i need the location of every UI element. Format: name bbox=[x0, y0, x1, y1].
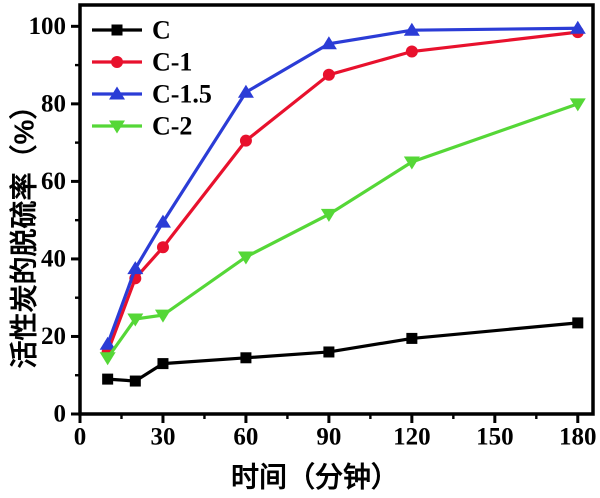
legend-marker-square-icon bbox=[111, 24, 123, 36]
series-C-1.5 bbox=[99, 20, 586, 350]
legend-entry-C-2: C-2 bbox=[92, 112, 192, 141]
y-tick-label: 60 bbox=[41, 168, 66, 195]
plot-border bbox=[78, 3, 595, 416]
data-point-C-2 bbox=[569, 98, 586, 112]
data-point-C bbox=[157, 358, 169, 370]
data-point-C-1.5 bbox=[569, 20, 586, 34]
data-point-C-1.5 bbox=[154, 214, 171, 228]
data-point-C-1.5 bbox=[99, 336, 116, 350]
data-point-C-1.5 bbox=[403, 22, 420, 36]
y-tick-label: 100 bbox=[29, 13, 67, 40]
data-point-C-1 bbox=[322, 68, 335, 81]
data-point-C-2 bbox=[127, 313, 144, 327]
data-point-C-2 bbox=[154, 309, 171, 323]
data-point-C-1 bbox=[156, 241, 169, 254]
legend-entry-C-1: C-1 bbox=[92, 48, 192, 77]
x-axis-label: 时间（分钟） bbox=[231, 461, 399, 493]
x-tick-label: 90 bbox=[316, 424, 341, 451]
data-point-C-1.5 bbox=[320, 36, 337, 50]
series-group bbox=[99, 20, 586, 387]
x-tick-label: 60 bbox=[233, 424, 258, 451]
x-tick-label: 120 bbox=[393, 424, 431, 451]
y-tick-label: 40 bbox=[41, 245, 66, 272]
data-point-C-2 bbox=[320, 208, 337, 222]
data-point-C-1.5 bbox=[237, 84, 254, 98]
x-tick-label: 180 bbox=[559, 424, 597, 451]
legend-marker-triangle-down-icon bbox=[109, 120, 125, 134]
data-point-C-2 bbox=[99, 352, 116, 366]
y-tick-label: 0 bbox=[54, 401, 67, 428]
data-point-C-2 bbox=[237, 251, 254, 265]
legend-marker-triangle-up-icon bbox=[109, 86, 125, 100]
legend-label-C: C bbox=[152, 16, 171, 45]
data-point-C-1.5 bbox=[127, 261, 144, 275]
x-tick-label: 150 bbox=[476, 424, 514, 451]
x-tick-label: 30 bbox=[150, 424, 175, 451]
plot-frame bbox=[78, 3, 595, 416]
x-tick-label: 0 bbox=[74, 424, 87, 451]
legend-entry-C: C bbox=[92, 16, 171, 45]
data-point-C bbox=[129, 375, 141, 387]
legend-label-C-1: C-1 bbox=[152, 48, 192, 77]
data-point-C bbox=[102, 373, 114, 385]
legend-marker-circle-icon bbox=[111, 56, 123, 68]
series-C bbox=[102, 317, 584, 387]
data-point-C bbox=[572, 317, 584, 329]
legend: C C-1 C-1.5 C-2 bbox=[92, 16, 212, 141]
series-line-C bbox=[107, 321, 578, 383]
axis-ticks: 0 30 60 90 120 150 180 0 20 40 60 80 100 bbox=[29, 13, 597, 451]
data-point-C bbox=[323, 346, 335, 358]
y-tick-label: 80 bbox=[41, 90, 66, 117]
series-line-C-2 bbox=[106, 102, 579, 359]
data-point-C-1 bbox=[405, 45, 418, 58]
y-tick-label: 20 bbox=[41, 323, 66, 350]
series-C-2 bbox=[99, 98, 586, 366]
y-axis-label: 活性炭的脱硫率（%） bbox=[8, 92, 40, 369]
data-point-C-1 bbox=[239, 134, 252, 147]
data-point-C bbox=[406, 332, 418, 344]
legend-label-C-1.5: C-1.5 bbox=[152, 80, 212, 109]
legend-entry-C-1.5: C-1.5 bbox=[92, 80, 212, 109]
legend-label-C-2: C-2 bbox=[152, 112, 192, 141]
data-point-C-2 bbox=[403, 156, 420, 170]
data-point-C bbox=[240, 352, 252, 364]
